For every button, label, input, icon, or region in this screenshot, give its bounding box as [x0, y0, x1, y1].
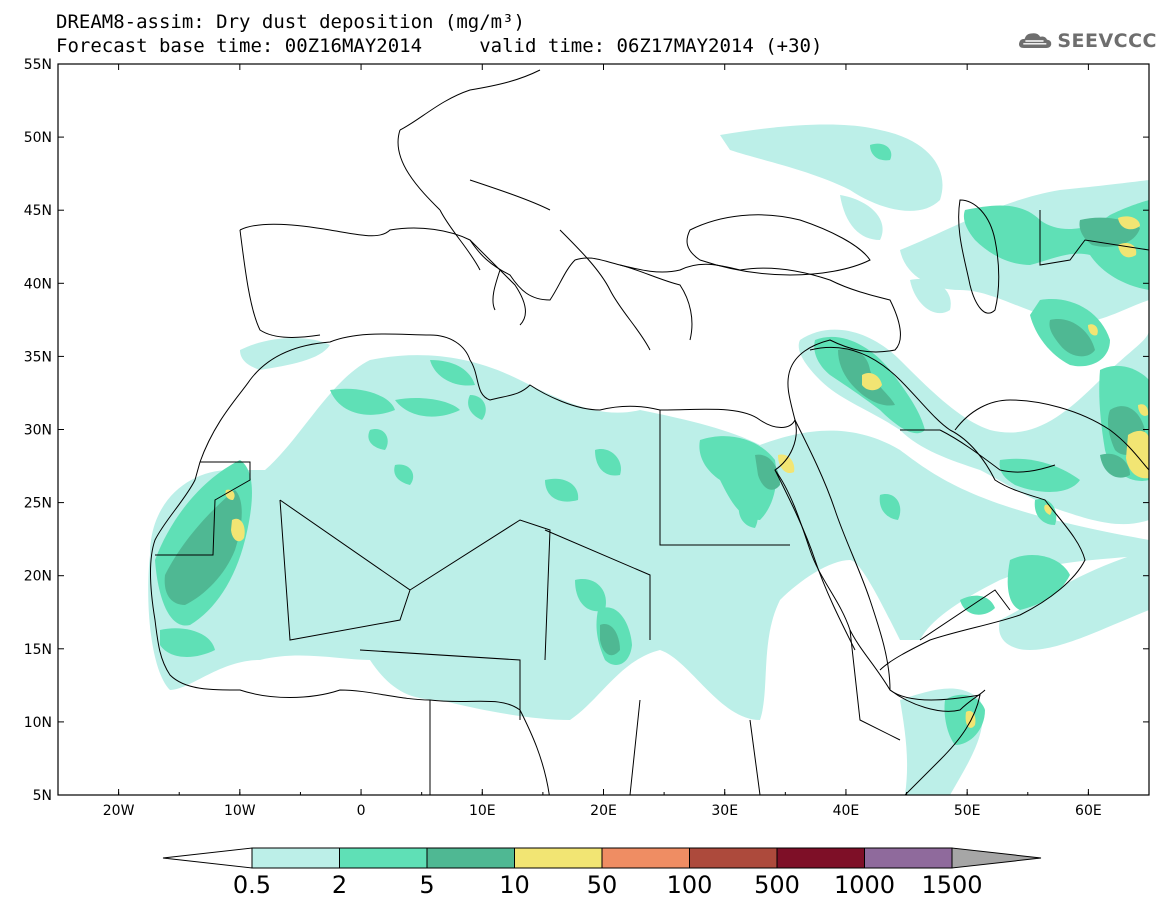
- lon-label: 10W: [224, 803, 256, 819]
- colorbar-box: [339, 847, 428, 869]
- colorbar-label: 2: [332, 871, 347, 899]
- colorbar-label: 500: [754, 871, 800, 899]
- colorbar-label: 1500: [921, 871, 982, 899]
- longitude-labels: 20W 10W 0 10E 20E 30E 40E 50E 60E: [103, 803, 1102, 819]
- colorbar-box: [426, 847, 515, 869]
- map-title: DREAM8-assim: Dry dust deposition (mg/m³…: [56, 11, 525, 33]
- lat-label: 50N: [24, 130, 52, 146]
- lat-label: 10N: [24, 715, 52, 731]
- forecast-times: Forecast base time: 00Z16MAY2014 valid t…: [56, 35, 823, 57]
- seevccc-logo: SEEVCCC: [1017, 24, 1157, 58]
- colorbar-box: [776, 847, 865, 869]
- lat-label: 25N: [24, 496, 52, 512]
- lon-label: 0: [357, 803, 366, 819]
- colorbar-high-arrow: [951, 847, 1042, 869]
- deposition-field: [148, 124, 1149, 795]
- colorbar-label: 100: [667, 871, 713, 899]
- axis-ticks: [57, 63, 1150, 796]
- lon-label: 40E: [833, 803, 860, 819]
- lat-label: 40N: [24, 276, 52, 292]
- lon-label: 20W: [103, 803, 135, 819]
- colorbar-box: [251, 847, 340, 869]
- deposition-level-10: [225, 216, 1149, 728]
- colorbar: 0.5 2 5 10 50 100 500 1000 1500: [162, 847, 1042, 899]
- lat-label: 20N: [24, 569, 52, 585]
- lon-label: 30E: [711, 803, 738, 819]
- lat-label: 15N: [24, 642, 52, 658]
- colorbar-label: 10: [499, 871, 530, 899]
- lon-label: 50E: [954, 803, 981, 819]
- colorbar-box: [689, 847, 778, 869]
- lat-label: 55N: [24, 57, 52, 73]
- colorbar-label: 50: [587, 871, 618, 899]
- lon-label: 20E: [590, 803, 617, 819]
- coastlines: [150, 69, 1149, 795]
- colorbar-label: 1000: [834, 871, 895, 899]
- lat-label: 30N: [24, 423, 52, 439]
- colorbar-label: 0.5: [233, 871, 271, 899]
- cloud-logo-icon: [1019, 33, 1052, 48]
- colorbar-label: 5: [419, 871, 434, 899]
- colorbar-box: [601, 847, 690, 869]
- lon-label: 60E: [1075, 803, 1102, 819]
- lat-label: 5N: [33, 788, 52, 804]
- colorbar-low-arrow: [162, 847, 253, 869]
- latitude-labels: 55N 50N 45N 40N 35N 30N 25N 20N 15N 10N 5N: [24, 57, 52, 804]
- colorbar-box: [864, 847, 953, 869]
- lon-label: 10E: [469, 803, 496, 819]
- colorbar-box: [514, 847, 603, 869]
- lat-label: 45N: [24, 203, 52, 219]
- lat-label: 35N: [24, 349, 52, 365]
- logo-text: SEEVCCC: [1057, 30, 1157, 52]
